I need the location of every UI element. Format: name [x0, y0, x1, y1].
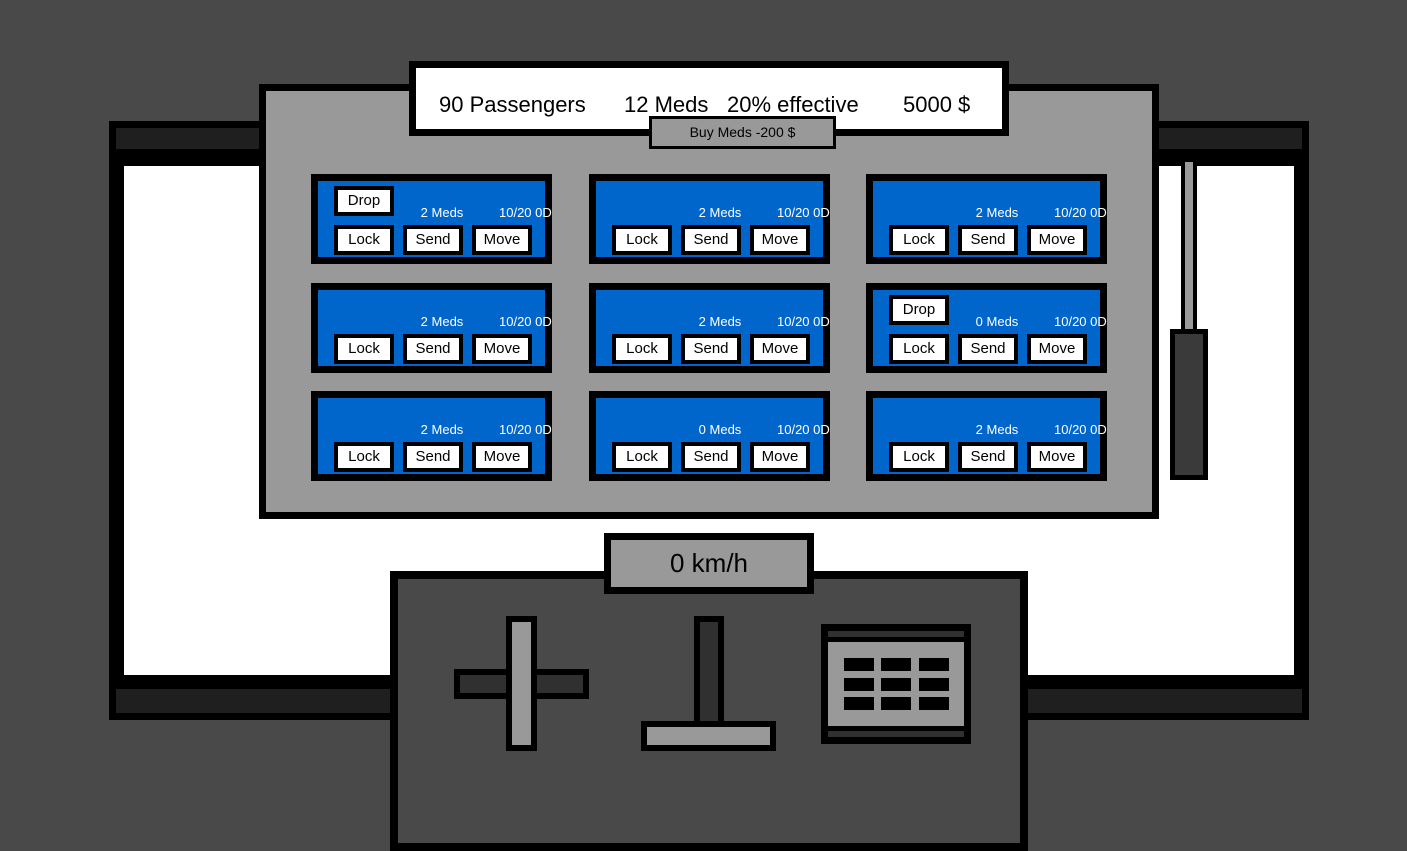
keypad-key[interactable]	[844, 678, 874, 691]
keypad-key[interactable]	[919, 658, 949, 671]
keypad-key[interactable]	[919, 678, 949, 691]
train-car: 2 Meds 10/20 0D Lock Send Move	[866, 391, 1107, 481]
train-car: Drop 0 Meds 10/20 0D Lock Send Move	[866, 283, 1107, 373]
throttle-lever-stem[interactable]	[694, 616, 724, 728]
train-car: 2 Meds 10/20 0D Lock Send Move	[311, 283, 552, 373]
keypad-key[interactable]	[881, 697, 911, 710]
send-button[interactable]: Send	[958, 442, 1018, 472]
car-status: 10/20 0D	[777, 422, 830, 437]
speed-display: 0 km/h	[604, 533, 814, 594]
train-floor-right	[1020, 682, 1309, 720]
send-button[interactable]: Send	[403, 225, 463, 255]
move-button[interactable]: Move	[750, 442, 810, 472]
drop-button[interactable]: Drop	[334, 186, 394, 216]
train-car: 2 Meds 10/20 0D Lock Send Move	[866, 174, 1107, 264]
drop-button[interactable]: Drop	[889, 295, 949, 325]
throttle-lever-base	[641, 721, 776, 751]
train-floor-left	[109, 682, 398, 720]
train-car: 2 Meds 10/20 0D Lock Send Move	[589, 283, 830, 373]
lock-button[interactable]: Lock	[612, 225, 672, 255]
passengers-count: 90 Passengers	[439, 92, 586, 117]
keypad-key[interactable]	[881, 678, 911, 691]
send-button[interactable]: Send	[681, 334, 741, 364]
move-button[interactable]: Move	[750, 225, 810, 255]
car-meds: 2 Meds	[975, 205, 1019, 220]
steering-lever-vertical[interactable]	[506, 616, 537, 751]
send-button[interactable]: Send	[403, 334, 463, 364]
car-meds: 2 Meds	[975, 422, 1019, 437]
car-meds: 2 Meds	[698, 314, 742, 329]
train-car: 0 Meds 10/20 0D Lock Send Move	[589, 391, 830, 481]
send-button[interactable]: Send	[403, 442, 463, 472]
move-button[interactable]: Move	[1027, 334, 1087, 364]
move-button[interactable]: Move	[1027, 442, 1087, 472]
keypad	[821, 624, 971, 744]
move-button[interactable]: Move	[750, 334, 810, 364]
keypad-key[interactable]	[844, 658, 874, 671]
send-button[interactable]: Send	[958, 225, 1018, 255]
lock-button[interactable]: Lock	[889, 225, 949, 255]
keypad-bottom-bar	[828, 726, 964, 737]
move-button[interactable]: Move	[472, 442, 532, 472]
car-status: 10/20 0D	[1054, 422, 1107, 437]
car-meds: 2 Meds	[420, 422, 464, 437]
move-button[interactable]: Move	[472, 334, 532, 364]
lock-button[interactable]: Lock	[334, 225, 394, 255]
car-meds: 0 Meds	[698, 422, 742, 437]
send-button[interactable]: Send	[681, 225, 741, 255]
car-status: 10/20 0D	[1054, 314, 1107, 329]
effectiveness: 20% effective	[727, 92, 859, 117]
train-car: 2 Meds 10/20 0D Lock Send Move	[589, 174, 830, 264]
keypad-key[interactable]	[844, 697, 874, 710]
car-meds: 2 Meds	[420, 205, 464, 220]
move-button[interactable]: Move	[472, 225, 532, 255]
money: 5000 $	[903, 92, 971, 117]
car-status: 10/20 0D	[499, 314, 552, 329]
car-meds: 2 Meds	[698, 205, 742, 220]
send-button[interactable]: Send	[681, 442, 741, 472]
train-car: Drop 2 Meds 10/20 0D Lock Send Move	[311, 174, 552, 264]
car-meds: 2 Meds	[420, 314, 464, 329]
car-status: 10/20 0D	[499, 422, 552, 437]
car-meds: 0 Meds	[975, 314, 1019, 329]
train-car: 2 Meds 10/20 0D Lock Send Move	[311, 391, 552, 481]
car-status: 10/20 0D	[1054, 205, 1107, 220]
lock-button[interactable]: Lock	[612, 442, 672, 472]
lock-button[interactable]: Lock	[889, 442, 949, 472]
lock-button[interactable]: Lock	[889, 334, 949, 364]
lock-button[interactable]: Lock	[334, 334, 394, 364]
keypad-key[interactable]	[881, 658, 911, 671]
meds-count: 12 Meds	[624, 92, 709, 117]
move-button[interactable]: Move	[1027, 225, 1087, 255]
car-status: 10/20 0D	[777, 314, 830, 329]
slider-handle[interactable]	[1170, 329, 1208, 480]
keypad-top-bar	[828, 631, 964, 642]
buy-meds-button[interactable]: Buy Meds -200 $	[649, 116, 836, 149]
car-status: 10/20 0D	[499, 205, 552, 220]
lock-button[interactable]: Lock	[612, 334, 672, 364]
send-button[interactable]: Send	[958, 334, 1018, 364]
slider-track	[1181, 158, 1197, 336]
keypad-key[interactable]	[919, 697, 949, 710]
lock-button[interactable]: Lock	[334, 442, 394, 472]
car-status: 10/20 0D	[777, 205, 830, 220]
